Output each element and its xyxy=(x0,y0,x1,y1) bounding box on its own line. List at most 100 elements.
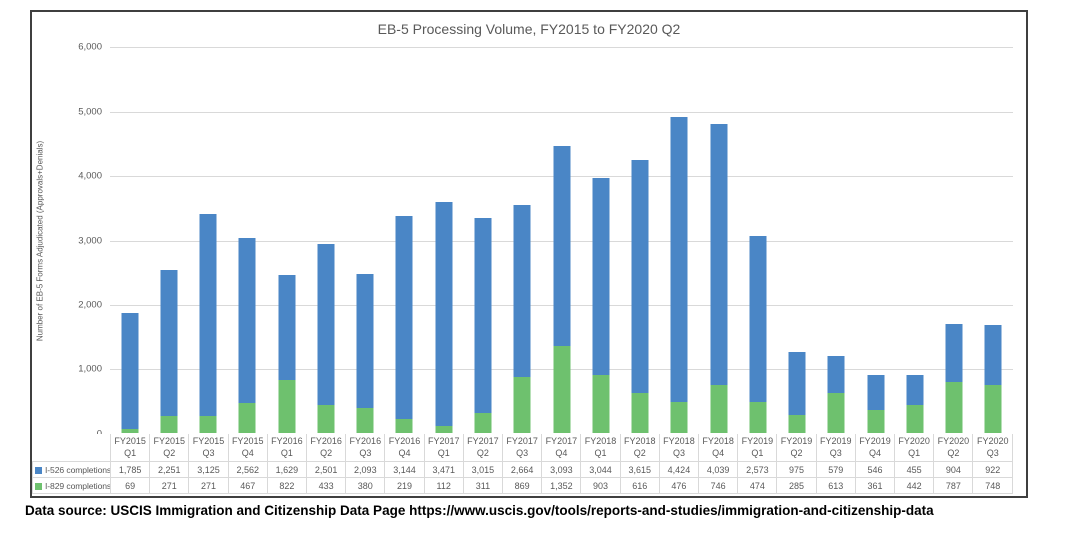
bar-segment-i-526-completions xyxy=(710,124,728,385)
value-cell: 613 xyxy=(815,477,856,494)
category-header: FY2017 Q4 xyxy=(541,434,582,462)
bar-segment-i-829-completions xyxy=(199,415,217,433)
bar-segment-i-526-completions xyxy=(827,356,845,394)
value-cell: 1,352 xyxy=(541,477,582,494)
chart: EB-5 Processing Volume, FY2015 to FY2020… xyxy=(30,10,1028,498)
bar-segment-i-526-completions xyxy=(513,205,531,377)
value-cell: 361 xyxy=(854,477,896,494)
chart-title: EB-5 Processing Volume, FY2015 to FY2020… xyxy=(377,21,681,37)
bar-segment-i-526-completions xyxy=(278,274,296,380)
value-cell: 579 xyxy=(815,461,856,478)
legend-label: I-829 completions xyxy=(45,480,111,491)
y-axis-title-text: Number of EB-5 Forms Adjudicated (Approv… xyxy=(35,140,45,341)
table-corner-cell xyxy=(32,434,111,462)
category-header: FY2017 Q2 xyxy=(462,434,504,462)
category-header: FY2018 Q2 xyxy=(619,434,660,462)
bar-segment-i-829-completions xyxy=(474,412,492,433)
bar-segment-i-829-completions xyxy=(160,415,178,433)
bar-stack xyxy=(945,323,963,433)
category-header: FY2015 Q2 xyxy=(149,434,190,462)
value-cell: 746 xyxy=(698,477,739,494)
value-cell: 2,501 xyxy=(306,461,347,478)
bar-segment-i-829-completions xyxy=(710,384,728,433)
value-cell: 546 xyxy=(854,461,896,478)
bar-segment-i-526-completions xyxy=(749,236,767,403)
category-header: FY2018 Q3 xyxy=(658,434,700,462)
value-cell: 904 xyxy=(933,461,974,478)
category-header: FY2020 Q1 xyxy=(894,434,935,462)
value-cell: 1,785 xyxy=(109,461,151,478)
value-cell: 3,044 xyxy=(580,461,621,478)
bar-segment-i-526-completions xyxy=(553,146,570,346)
legend-cell-i-829-completions: I-829 completions xyxy=(32,477,111,494)
value-cell: 3,144 xyxy=(384,461,425,478)
bar-segment-i-829-completions xyxy=(906,404,924,433)
value-cell: 4,039 xyxy=(698,461,739,478)
category-header: FY2016 Q4 xyxy=(384,434,425,462)
bar-stack xyxy=(906,375,924,433)
bar-segment-i-829-completions xyxy=(238,402,256,433)
bar-segment-i-829-completions xyxy=(553,345,570,433)
category-header: FY2016 Q3 xyxy=(345,434,386,462)
bar-segment-i-829-completions xyxy=(278,379,296,433)
value-cell: 975 xyxy=(776,461,817,478)
bar-segment-i-526-completions xyxy=(592,178,610,375)
bar-stack xyxy=(592,178,610,433)
value-cell: 311 xyxy=(462,477,504,494)
bar-segment-i-526-completions xyxy=(906,375,924,405)
y-tick-label: 3,000 xyxy=(78,235,102,246)
category-header: FY2015 Q1 xyxy=(109,434,151,462)
value-cell: 3,125 xyxy=(188,461,229,478)
bar-stack xyxy=(788,351,806,433)
legend-key-icon xyxy=(35,466,42,474)
bar-stack xyxy=(474,218,492,433)
category-header: FY2017 Q1 xyxy=(423,434,464,462)
gridline xyxy=(110,111,1013,113)
bar-segment-i-829-completions xyxy=(435,425,453,433)
bar-segment-i-526-completions xyxy=(121,313,139,429)
legend-label: I-526 completions xyxy=(45,464,111,475)
bar-segment-i-829-completions xyxy=(631,393,649,433)
bar-segment-i-526-completions xyxy=(984,325,1002,385)
y-tick-label: 4,000 xyxy=(78,170,102,182)
bar-stack xyxy=(121,313,139,433)
bar-segment-i-526-completions xyxy=(199,213,217,416)
bar-segment-i-829-completions xyxy=(749,402,767,433)
value-cell: 271 xyxy=(149,477,190,494)
y-tick-label: 1,000 xyxy=(78,363,102,375)
table-header-row: FY2015 Q1 FY2015 Q2 FY2015 Q3 FY2015 Q4 FY2016 Q1… xyxy=(32,434,1013,462)
bar-segment-i-526-completions xyxy=(474,218,492,413)
bar-stack xyxy=(160,270,178,433)
legend-cell-i-526-completions: I-526 completions xyxy=(32,461,111,478)
value-cell: 380 xyxy=(345,477,386,494)
value-cell: 1,629 xyxy=(266,461,308,478)
bar-segment-i-526-completions xyxy=(435,201,453,426)
y-tick-label: 6,000 xyxy=(78,41,102,53)
bar-stack xyxy=(749,236,767,433)
y-axis-title: Number of EB-5 Forms Adjudicated (Approv… xyxy=(32,47,48,434)
bar-segment-i-829-completions xyxy=(867,409,885,433)
value-cell: 787 xyxy=(933,477,974,494)
value-cell: 4,424 xyxy=(658,461,700,478)
value-cell: 2,573 xyxy=(737,461,778,478)
value-cell: 2,664 xyxy=(502,461,543,478)
value-cell: 822 xyxy=(266,477,308,494)
bar-stack xyxy=(984,325,1002,433)
bar-segment-i-526-completions xyxy=(356,273,374,409)
bar-segment-i-829-completions xyxy=(317,405,335,433)
value-cell: 271 xyxy=(188,477,229,494)
table-row: I-829 completions 69 271 271 467 822 433 380 219… xyxy=(32,477,1013,494)
value-cell: 616 xyxy=(619,477,660,494)
value-cell: 3,015 xyxy=(462,461,504,478)
bar-stack xyxy=(395,216,413,433)
bar-stack xyxy=(317,243,335,433)
bar-segment-i-526-completions xyxy=(160,270,178,416)
bar-segment-i-526-completions xyxy=(867,374,885,410)
bar-stack xyxy=(670,116,688,433)
value-cell: 476 xyxy=(658,477,700,494)
category-header: FY2015 Q4 xyxy=(227,434,268,462)
bar-segment-i-829-completions xyxy=(356,408,374,433)
value-cell: 442 xyxy=(894,477,935,494)
value-cell: 433 xyxy=(306,477,347,494)
value-cell: 903 xyxy=(580,477,621,494)
